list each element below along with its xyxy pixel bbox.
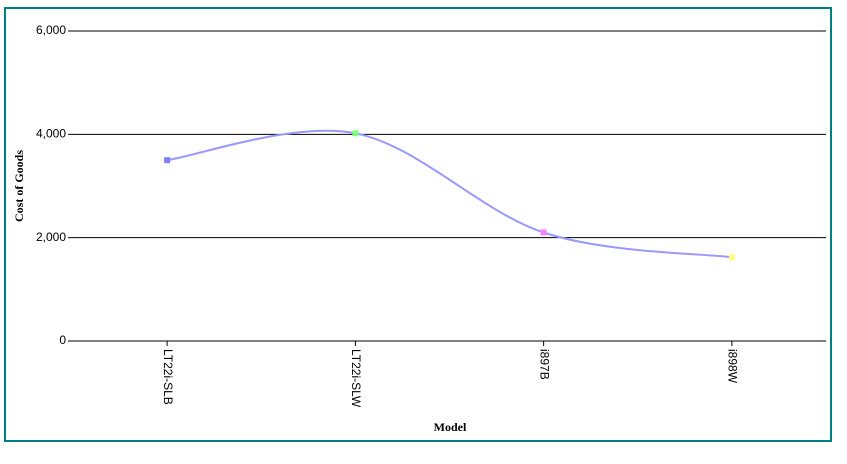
- frame: [4, 7, 832, 442]
- x-tick-label: i898W: [726, 349, 740, 384]
- y-tick-label: 4,000: [36, 127, 66, 141]
- x-tick-label: LT22i-SLB: [161, 349, 175, 405]
- point: [540, 229, 547, 236]
- line: [166, 129, 733, 259]
- x-tick-label: i897B: [537, 349, 551, 380]
- x-tick-label: LT22i-SLW: [349, 349, 363, 408]
- x-axis-title: Model: [434, 420, 467, 434]
- y-axis-title: Cost of Goods: [12, 150, 26, 222]
- point: [352, 130, 359, 137]
- y-tick-label: 6,000: [36, 23, 66, 37]
- point: [728, 254, 735, 261]
- point: [164, 157, 171, 164]
- y-tick-label: 2,000: [36, 230, 66, 244]
- y-tick-label: 0: [59, 333, 66, 347]
